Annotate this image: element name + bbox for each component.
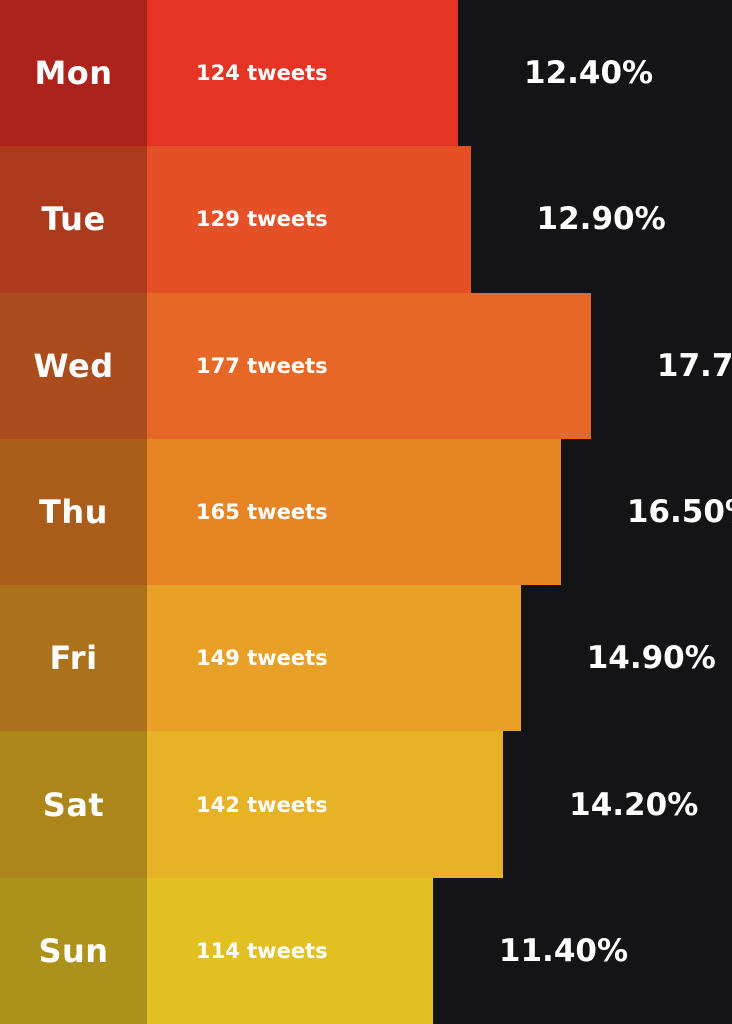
bar-tue	[147, 146, 471, 293]
percent-label: 14.20%	[569, 786, 699, 823]
percent-label: 14.90%	[586, 640, 716, 677]
day-label: Fri	[49, 639, 98, 678]
day-cell: Sun	[0, 877, 147, 1024]
day-label: Sat	[42, 785, 105, 824]
day-cell: Tue	[0, 146, 147, 293]
percent-label: 12.90%	[536, 201, 666, 238]
bar-mon	[147, 0, 458, 147]
percent-label: 12.40%	[524, 55, 654, 92]
chart-row-sun: Sun 114 tweets 11.40%	[0, 877, 732, 1024]
day-label: Mon	[34, 54, 113, 93]
bar-thu	[147, 438, 561, 586]
tweet-count-label: 129 tweets	[196, 207, 328, 232]
chart-row-mon: Mon 124 tweets 12.40%	[0, 0, 732, 147]
day-cell: Fri	[0, 585, 147, 732]
chart-row-tue: Tue 129 tweets 12.90%	[0, 146, 732, 293]
percent-label: 11.40%	[498, 932, 629, 969]
bar-fri	[147, 585, 521, 732]
tweet-count-label: 165 tweets	[196, 499, 328, 524]
bar-wed	[147, 292, 591, 439]
tweet-count-label: 114 tweets	[196, 938, 328, 963]
day-cell: Thu	[0, 438, 147, 586]
chart-row-wed: Wed 177 tweets 17.70%	[0, 292, 732, 439]
tweet-count-label: 124 tweets	[196, 61, 328, 86]
chart-row-thu: Thu 165 tweets 16.50%	[0, 438, 732, 586]
day-label: Thu	[39, 492, 108, 531]
day-label: Wed	[33, 346, 114, 385]
day-cell: Sat	[0, 731, 147, 878]
bar-sun	[147, 877, 433, 1024]
day-label: Tue	[41, 200, 106, 239]
tweet-count-label: 177 tweets	[196, 353, 328, 378]
tweet-count-label: 149 tweets	[196, 646, 328, 671]
chart-row-sat: Sat 142 tweets 14.20%	[0, 731, 732, 878]
percent-label: 16.50%	[626, 493, 732, 530]
percent-label: 17.70%	[656, 347, 732, 384]
bar-sat	[147, 731, 504, 878]
tweet-count-label: 142 tweets	[196, 792, 328, 817]
day-cell: Wed	[0, 292, 147, 439]
day-label: Sun	[38, 931, 109, 970]
chart-row-fri: Fri 149 tweets 14.90%	[0, 585, 732, 732]
day-cell: Mon	[0, 0, 147, 147]
